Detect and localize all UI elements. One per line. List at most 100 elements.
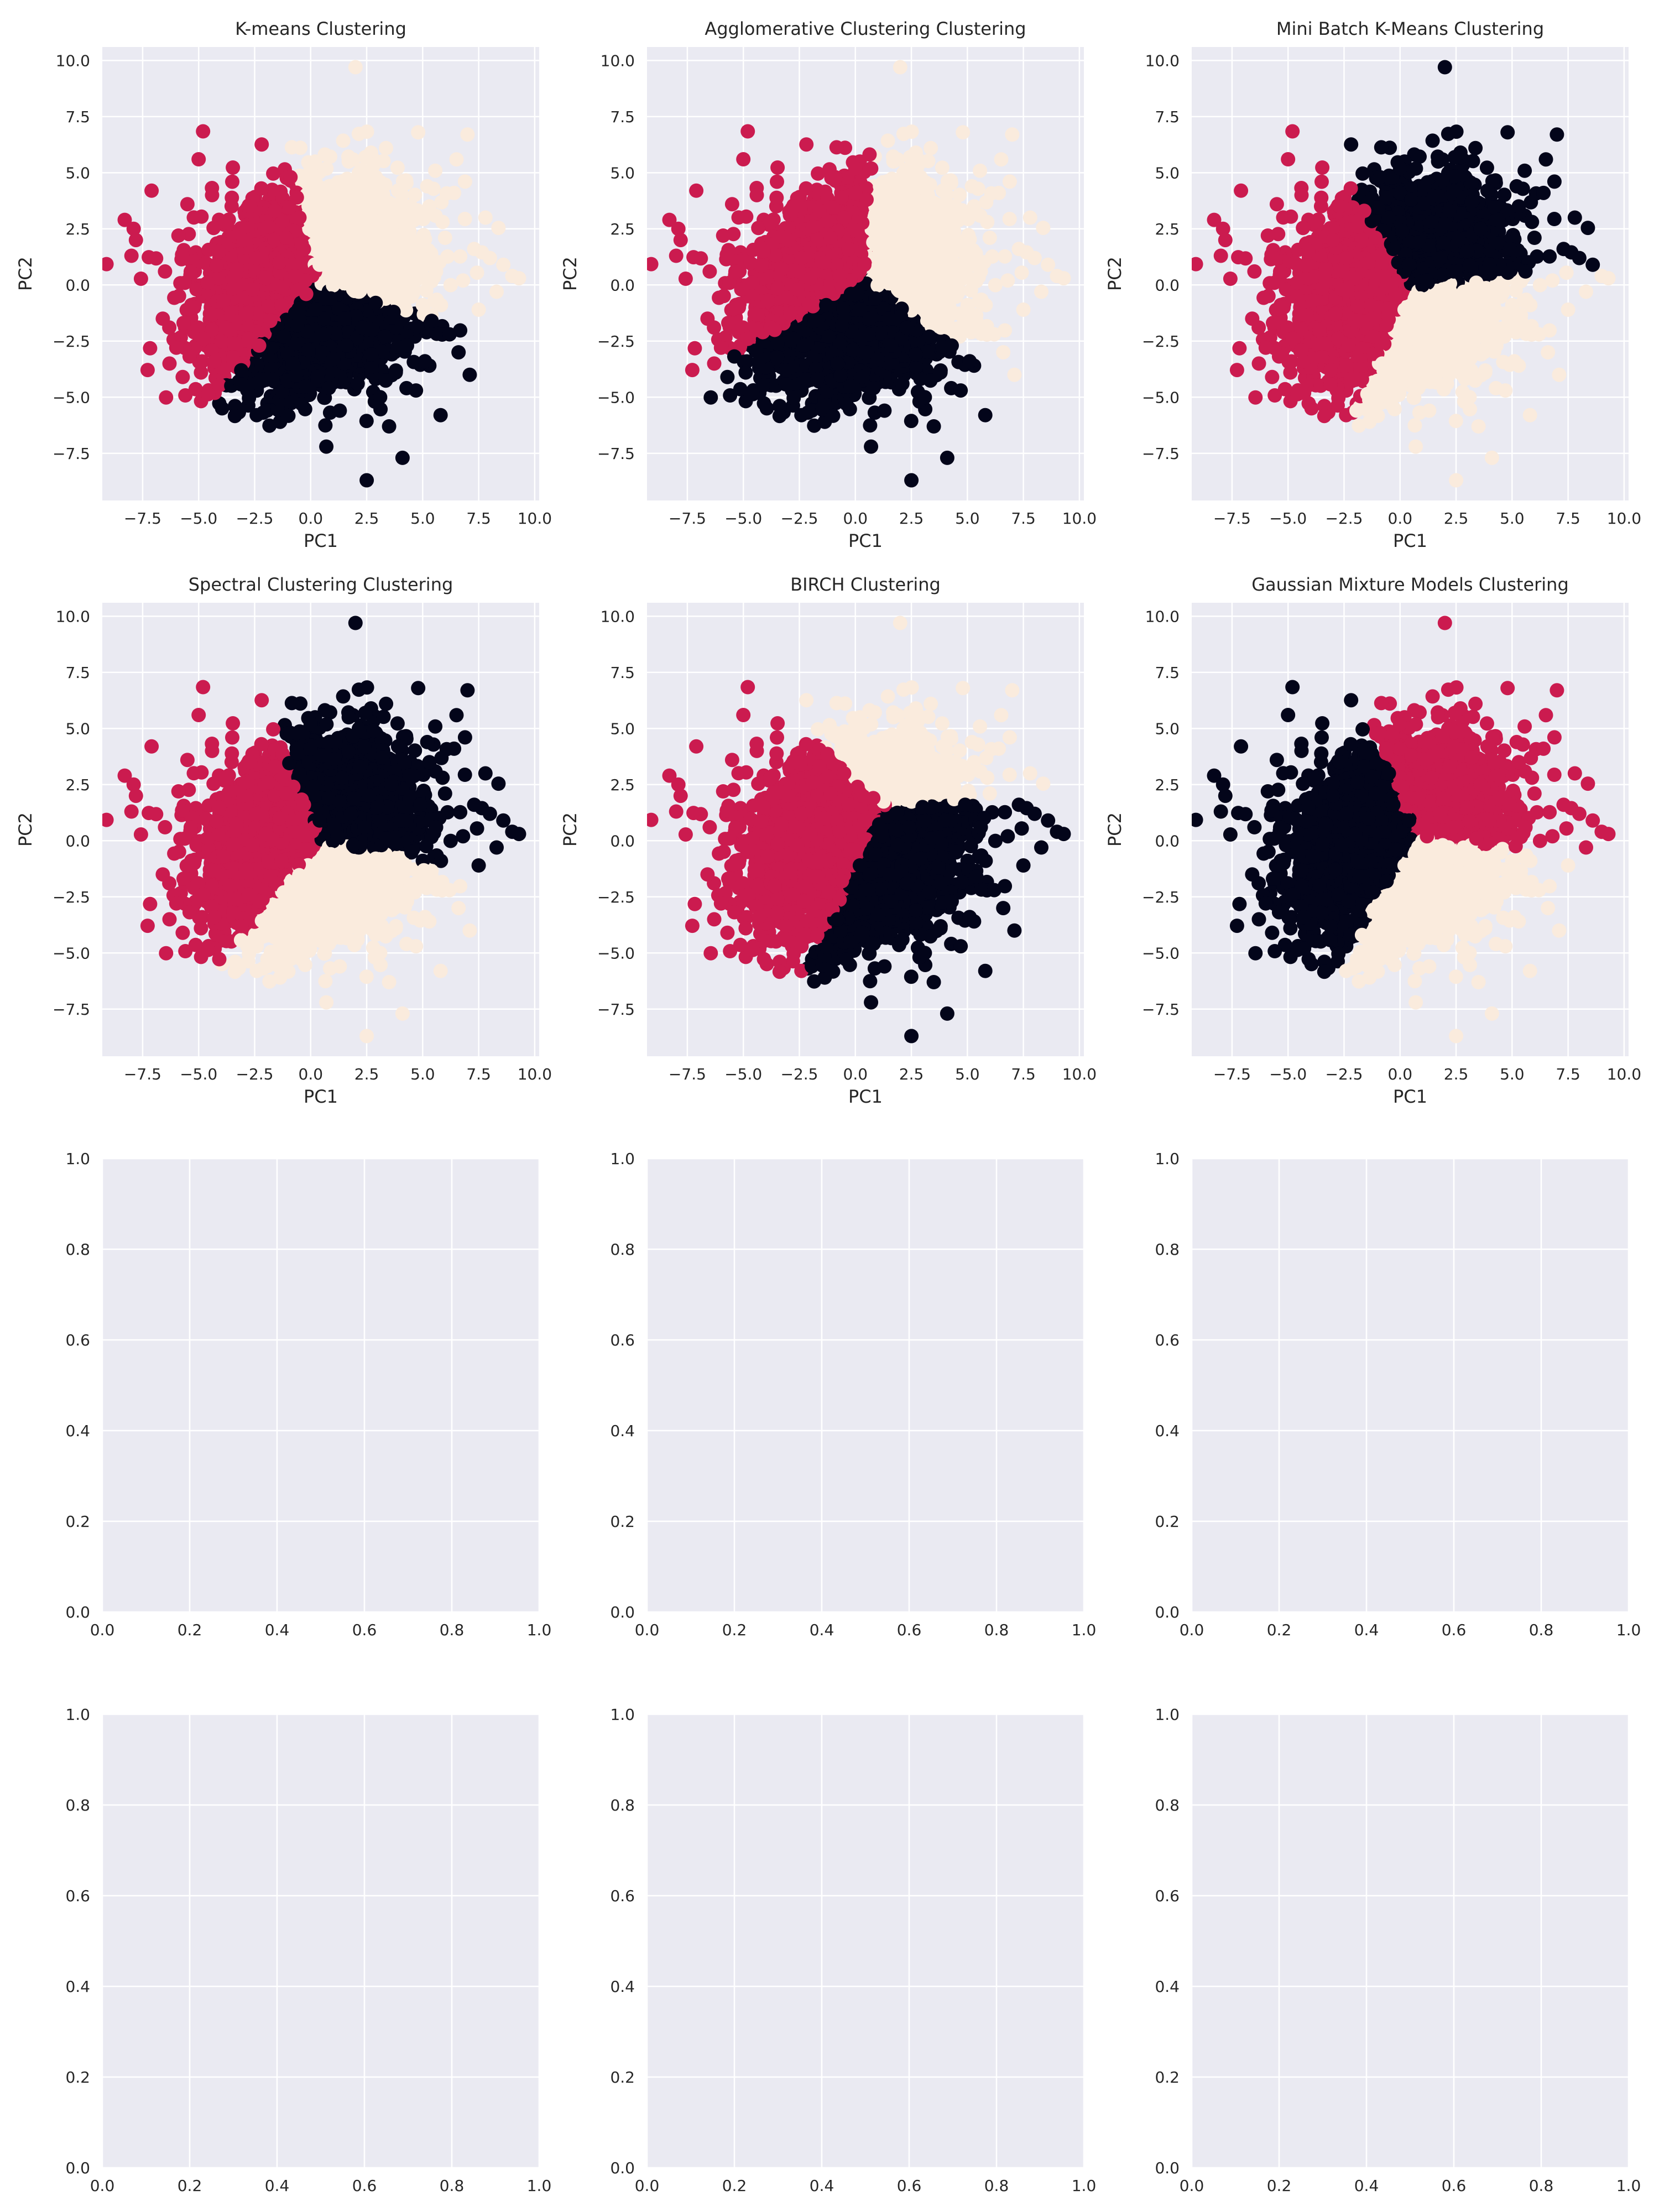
data-point — [491, 221, 506, 236]
data-point — [186, 210, 201, 225]
x-tick-label: −7.5 — [124, 509, 161, 528]
data-point — [419, 283, 434, 298]
data-point — [267, 232, 282, 247]
data-point — [451, 345, 466, 360]
data-point — [196, 331, 211, 346]
data-point — [373, 258, 388, 273]
data-point — [180, 197, 195, 212]
data-point — [258, 271, 273, 286]
data-point — [167, 290, 182, 305]
data-point — [424, 314, 439, 328]
data-point — [393, 257, 408, 272]
x-tick-label: 0.0 — [299, 509, 324, 528]
scatter-points — [102, 60, 526, 488]
data-point — [283, 170, 298, 185]
data-point — [238, 307, 253, 322]
data-point — [375, 345, 390, 359]
data-point — [347, 235, 361, 250]
data-point — [443, 278, 458, 293]
data-point — [159, 390, 174, 405]
data-point — [158, 264, 173, 279]
data-point — [236, 233, 251, 248]
y-tick-label: −2.5 — [597, 332, 635, 351]
data-point — [384, 221, 399, 236]
data-point — [935, 160, 950, 175]
data-point — [275, 213, 290, 228]
data-point — [339, 338, 354, 353]
data-point — [409, 383, 424, 398]
data-point — [489, 284, 504, 299]
data-point — [291, 301, 306, 316]
data-point — [275, 384, 290, 399]
data-point — [117, 212, 132, 227]
data-point — [354, 320, 369, 335]
x-tick-label: 0.0 — [843, 509, 868, 528]
data-point — [335, 215, 349, 229]
data-point — [296, 242, 311, 257]
data-point — [133, 272, 148, 286]
data-point — [420, 179, 435, 194]
data-point — [402, 236, 417, 251]
data-point — [404, 289, 419, 304]
data-point — [303, 161, 318, 176]
data-point — [260, 403, 274, 418]
data-point — [408, 187, 422, 202]
data-point — [249, 251, 264, 265]
data-point — [303, 186, 318, 201]
data-point — [281, 408, 296, 423]
x-tick-label: −7.5 — [669, 509, 706, 528]
x-tick-label: −5.0 — [180, 509, 217, 528]
data-point — [687, 341, 702, 356]
data-point — [398, 200, 412, 215]
data-point — [218, 215, 233, 229]
data-point — [359, 473, 374, 488]
y-tick-label: −7.5 — [53, 445, 90, 463]
subplot-2: −7.5 −5.0 −2.5 0.0 2.5 5.0 7.5 10.0−7.5−5.0−2.5… — [560, 18, 1097, 551]
data-point — [301, 343, 316, 357]
data-point — [254, 181, 269, 196]
data-point — [328, 326, 343, 341]
data-point — [288, 337, 302, 351]
data-point — [318, 418, 333, 433]
data-point — [284, 140, 299, 155]
data-point — [315, 192, 329, 207]
data-point — [299, 379, 314, 394]
data-point — [233, 377, 248, 392]
data-point — [162, 356, 177, 371]
data-point — [460, 127, 475, 142]
data-point — [241, 331, 256, 346]
x-tick-label: 2.5 — [899, 509, 924, 528]
x-axis-label: PC1 — [304, 530, 338, 551]
data-point — [226, 160, 241, 175]
data-point — [289, 368, 304, 383]
data-point — [169, 340, 184, 355]
data-point — [178, 275, 192, 290]
data-point — [143, 341, 158, 356]
data-point — [175, 369, 190, 384]
data-point — [341, 189, 356, 204]
data-point — [413, 242, 428, 257]
data-point — [453, 249, 468, 264]
data-point — [457, 174, 472, 189]
data-point — [321, 380, 336, 395]
data-point — [332, 403, 347, 418]
x-tick-label: 5.0 — [955, 509, 980, 528]
data-point — [227, 399, 242, 414]
data-point — [225, 174, 239, 189]
data-point — [364, 359, 379, 374]
data-point — [324, 291, 338, 306]
data-point — [410, 319, 425, 334]
data-point — [194, 365, 208, 380]
data-point — [276, 329, 291, 344]
data-point — [312, 257, 327, 272]
data-point — [225, 349, 240, 364]
data-point — [182, 349, 197, 364]
data-point — [327, 196, 342, 211]
data-point — [373, 390, 388, 405]
data-point — [254, 137, 269, 152]
data-point — [456, 273, 471, 288]
data-point — [374, 176, 389, 191]
data-point — [368, 295, 383, 310]
data-point — [267, 204, 282, 218]
data-point — [183, 264, 198, 279]
